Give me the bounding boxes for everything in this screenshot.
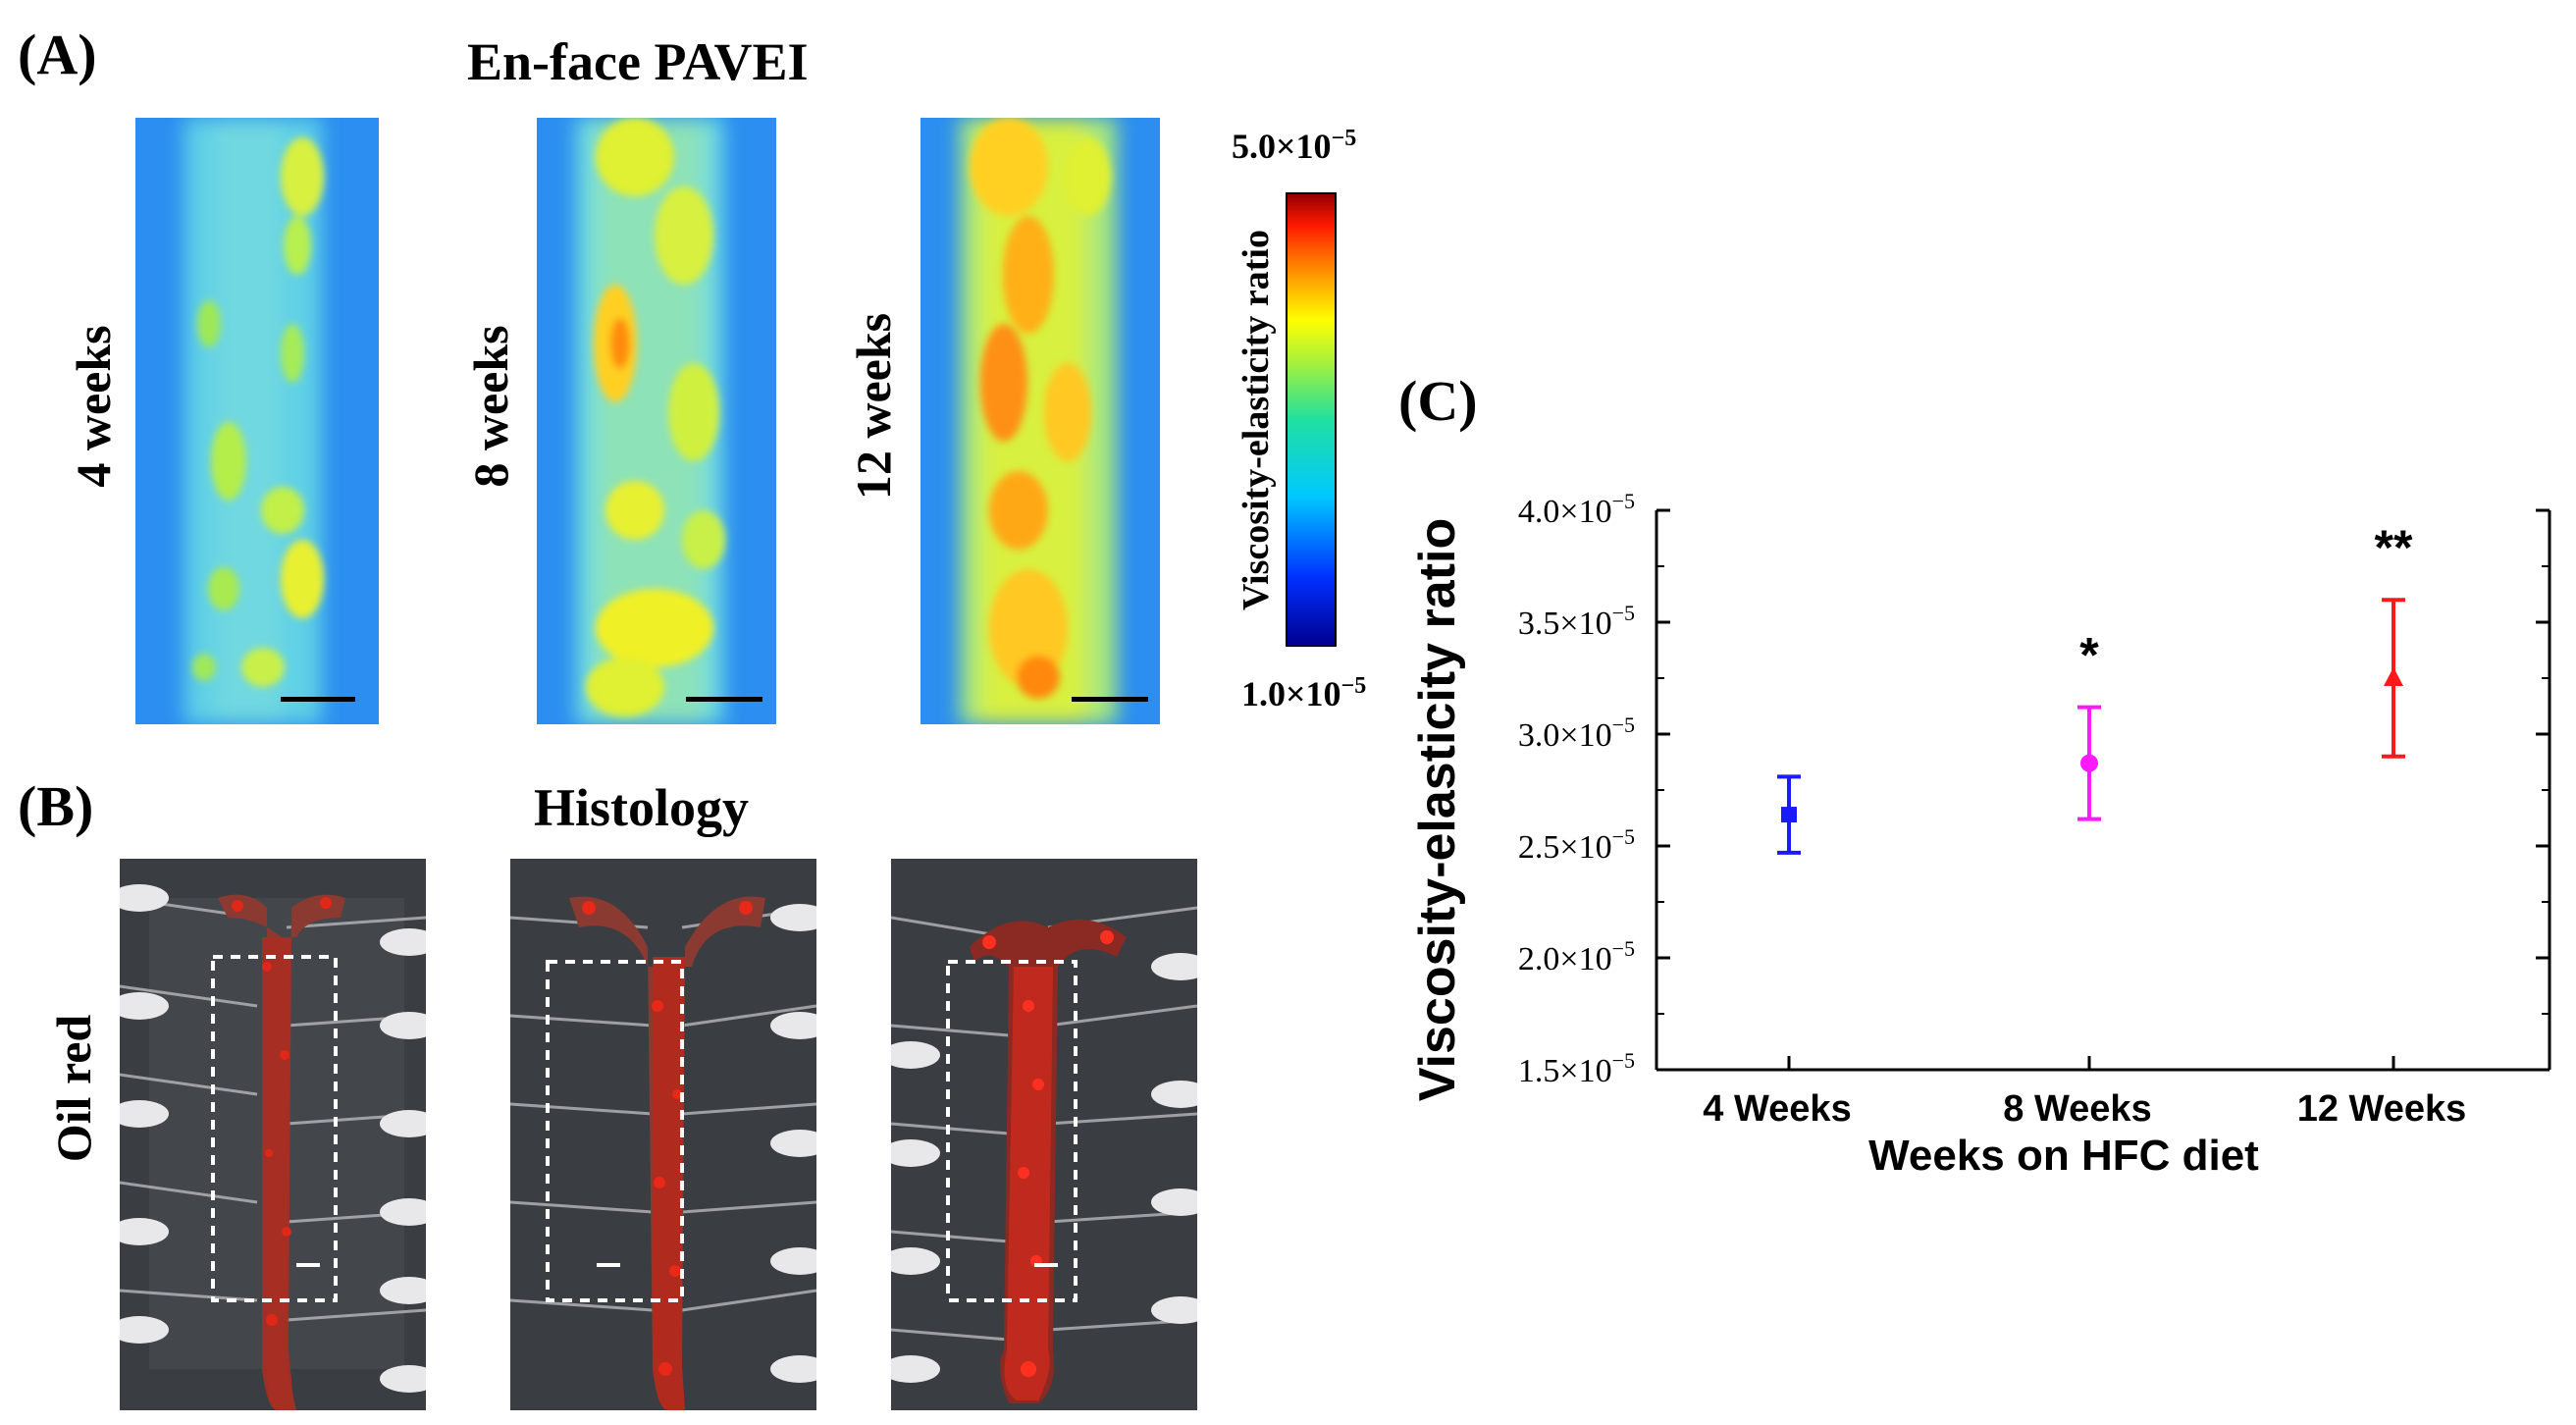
colorbar-axis-label: Viscosity-elasticity ratio	[1235, 230, 1277, 610]
row-label-8-weeks: 8 weeks	[463, 325, 518, 488]
colorbar	[1286, 192, 1337, 647]
x-tick-label: 8 Weeks	[2003, 1088, 2151, 1130]
y-tick-label: 3.0×10−5	[1518, 712, 1635, 754]
pavei-image-8-weeks	[537, 118, 776, 724]
histology-image-8-weeks	[510, 859, 816, 1410]
point-2-significance: *	[2079, 628, 2099, 683]
pavei-image-4-weeks	[135, 118, 379, 724]
point-1-marker	[1781, 807, 1797, 823]
histology-image-12-weeks	[891, 859, 1197, 1410]
x-tick-label: 12 Weeks	[2297, 1088, 2467, 1130]
panel-c-label: (C)	[1398, 369, 1478, 433]
pavei-image-12-weeks	[920, 118, 1160, 724]
point-3-marker	[2384, 667, 2403, 686]
row-label-12-weeks: 12 weeks	[846, 312, 901, 501]
y-tick-label: 4.0×10−5	[1518, 489, 1635, 530]
histology-image-4-weeks	[120, 859, 426, 1410]
point-3-significance: **	[2375, 520, 2413, 575]
point-2-marker	[2080, 754, 2098, 772]
y-tick-label: 3.5×10−5	[1518, 601, 1635, 642]
viscosity-chart: 1.5×10−5 2.0×10−5 2.5×10−5 3.0×10−5 3.5×10−5…	[1409, 489, 2551, 1178]
panel-a-label: (A)	[18, 23, 97, 86]
y-axis-title: Viscosity-elasticity ratio	[1409, 518, 1466, 1101]
y-tick-label: 1.5×10−5	[1518, 1048, 1635, 1089]
row-label-4-weeks: 4 weeks	[66, 325, 121, 488]
colorbar-min-label: 1.0×10−5	[1241, 673, 1367, 713]
panel-a-title: En-face PAVEI	[467, 32, 809, 91]
x-axis-title: Weeks on HFC diet	[1868, 1132, 2259, 1178]
panel-b-title: Histology	[534, 778, 750, 837]
y-tick-label: 2.5×10−5	[1518, 824, 1635, 866]
panel-b-label: (B)	[18, 774, 94, 838]
x-tick-label: 4 Weeks	[1703, 1088, 1851, 1130]
row-label-oil-red: Oil red	[46, 1014, 101, 1163]
y-tick-label: 2.0×10−5	[1518, 936, 1635, 977]
colorbar-max-label: 5.0×10−5	[1232, 126, 1357, 166]
